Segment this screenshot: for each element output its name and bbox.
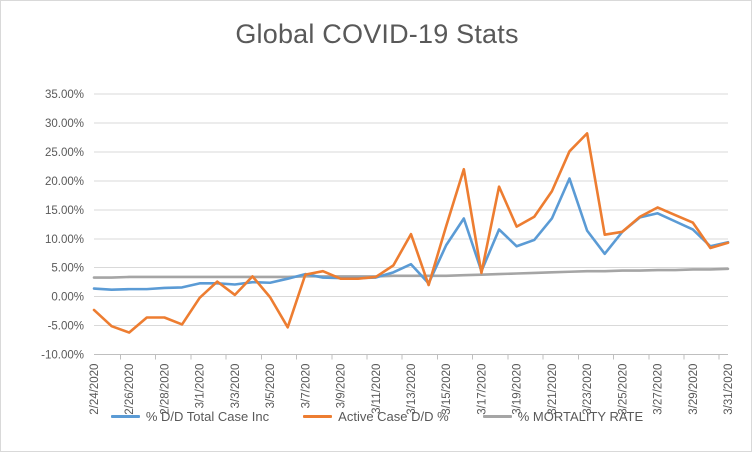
y-tick-label: 15.00% <box>45 205 84 217</box>
legend-swatch-blue <box>110 415 140 418</box>
legend-item-1[interactable]: Active Case D/D % <box>303 409 449 424</box>
x-tick-label: 3/15/2020 <box>441 364 453 415</box>
x-tick-label: 3/19/2020 <box>512 364 524 415</box>
x-tick-label: 3/5/2020 <box>265 364 277 409</box>
x-tick-label: 3/17/2020 <box>476 364 488 415</box>
x-tick-label: 2/28/2020 <box>159 364 171 415</box>
y-tick-label: 5.00% <box>51 263 84 275</box>
x-tick-label: 3/31/2020 <box>723 364 735 415</box>
x-tick-label: 3/1/2020 <box>195 364 207 409</box>
y-tick-label: 20.00% <box>45 176 84 188</box>
legend-label-0: % D/D Total Case Inc <box>145 409 270 424</box>
x-tick-label: 3/7/2020 <box>300 364 312 409</box>
x-tick-label: 2/26/2020 <box>124 364 136 415</box>
series-line-2 <box>92 267 730 279</box>
y-tick-label: 25.00% <box>45 147 84 159</box>
x-tick-label: 3/13/2020 <box>406 364 418 415</box>
x-tick-label: 3/21/2020 <box>547 364 559 415</box>
x-tick-label: 3/9/2020 <box>336 364 348 409</box>
y-tick-label: 35.00% <box>45 89 84 101</box>
y-axis-tick-labels: 35.00% 30.00% 25.00% 20.00% 15.00% 10.00% 5.00… <box>41 89 84 362</box>
legend-swatch-gray <box>482 415 512 418</box>
x-tick-label: 3/29/2020 <box>688 364 700 415</box>
x-tick-label: 3/3/2020 <box>230 364 242 409</box>
legend-item-0[interactable]: % D/D Total Case Inc <box>110 409 270 424</box>
y-tick-label: -10.00% <box>41 350 84 362</box>
x-tick-label: 3/11/2020 <box>371 364 383 414</box>
y-tick-label: 10.00% <box>45 234 84 246</box>
y-tick-label: 30.00% <box>45 118 84 130</box>
x-tick-label: 3/27/2020 <box>653 364 665 415</box>
x-tick-label: 3/25/2020 <box>617 364 629 415</box>
data-series-group <box>92 132 730 334</box>
y-tick-label: -5.00% <box>48 321 84 333</box>
series-line-1 <box>92 132 730 334</box>
y-tick-label: 0.00% <box>51 292 84 304</box>
chart-title: Global COVID-19 Stats <box>235 19 519 49</box>
legend-swatch-orange <box>303 415 333 418</box>
legend-label-1: Active Case D/D % <box>338 409 449 424</box>
x-tick-label: 2/24/2020 <box>89 364 101 415</box>
chart-legend: % D/D Total Case Inc Active Case D/D % %… <box>1 409 751 424</box>
x-tick-label: 3/23/2020 <box>582 364 594 415</box>
legend-item-2[interactable]: % MORTALITY RATE <box>482 409 644 424</box>
legend-label-2: % MORTALITY RATE <box>517 409 644 424</box>
x-axis-tick-labels: 2/24/2020 2/26/2020 2/28/2020 3/1/2020 3/3/2… <box>89 364 735 415</box>
x-axis <box>94 354 728 360</box>
